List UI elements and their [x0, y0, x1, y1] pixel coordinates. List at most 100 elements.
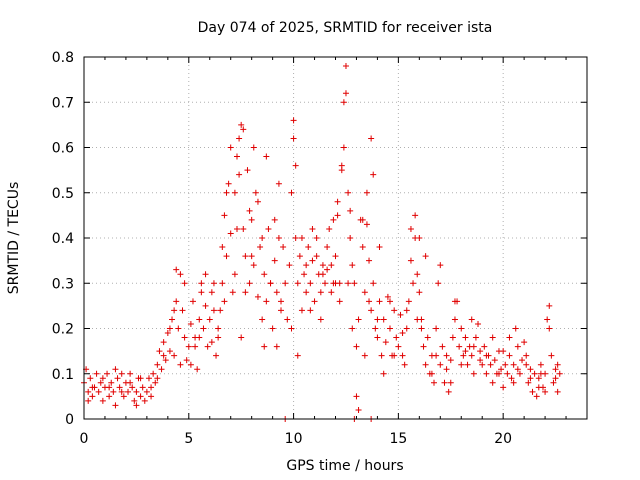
data-point	[332, 280, 339, 287]
data-point	[324, 244, 331, 251]
y-tick-label: 0.2	[52, 322, 74, 338]
data-point	[150, 370, 157, 377]
data-point	[504, 370, 511, 377]
data-point	[525, 379, 532, 386]
data-point	[231, 271, 238, 278]
data-point	[240, 126, 247, 133]
data-point	[240, 225, 247, 232]
data-point	[257, 244, 264, 251]
data-point	[221, 298, 228, 305]
x-axis-label: GPS time / hours	[286, 458, 403, 474]
data-point	[370, 280, 377, 287]
data-point	[407, 225, 414, 232]
data-point	[301, 271, 308, 278]
data-point	[248, 253, 255, 260]
data-point	[433, 352, 440, 359]
data-point	[475, 320, 482, 327]
data-point	[489, 379, 496, 386]
data-point	[376, 244, 383, 251]
data-point	[317, 316, 324, 323]
data-point	[332, 253, 339, 260]
data-point	[359, 216, 366, 223]
data-point	[219, 280, 226, 287]
data-point	[125, 388, 132, 395]
data-point	[322, 280, 329, 287]
data-point	[246, 207, 253, 214]
data-point	[298, 235, 305, 241]
data-point	[189, 298, 196, 305]
data-point	[89, 384, 96, 391]
data-point	[330, 216, 337, 223]
data-point	[380, 316, 387, 323]
data-point	[468, 316, 475, 323]
data-point	[137, 393, 144, 400]
data-point	[393, 334, 400, 341]
data-point	[372, 325, 379, 332]
data-point	[416, 289, 423, 296]
data-point	[460, 352, 467, 359]
data-point	[523, 352, 530, 359]
data-point	[196, 334, 203, 341]
data-point	[374, 334, 381, 341]
data-point	[87, 375, 94, 382]
data-point	[267, 280, 274, 287]
data-point	[294, 352, 301, 359]
data-point	[510, 379, 517, 386]
data-point	[361, 289, 368, 296]
data-point	[370, 171, 377, 178]
data-point	[414, 271, 421, 278]
data-point	[319, 262, 326, 269]
data-point	[451, 316, 458, 323]
data-point	[261, 343, 268, 350]
data-point	[342, 63, 349, 70]
data-point	[479, 361, 486, 368]
x-tick-label: 10	[285, 431, 303, 447]
data-point	[162, 357, 169, 364]
data-point	[456, 343, 463, 350]
data-point	[382, 339, 389, 346]
chart-title: Day 074 of 2025, SRMTID for receiver ist…	[198, 20, 493, 36]
data-point	[345, 280, 352, 287]
data-point	[215, 334, 222, 341]
data-point	[248, 216, 255, 223]
data-point	[319, 271, 326, 278]
data-point	[290, 135, 297, 142]
data-point	[236, 135, 243, 142]
data-point	[210, 307, 217, 314]
data-point	[259, 316, 266, 323]
axis-ticks	[83, 56, 587, 420]
data-point	[495, 370, 502, 377]
data-point	[328, 262, 335, 269]
data-point	[313, 235, 320, 241]
data-point	[548, 352, 555, 359]
data-point	[97, 379, 104, 386]
data-point	[378, 352, 385, 359]
data-point	[227, 230, 234, 237]
data-point	[395, 343, 402, 350]
data-point	[506, 352, 513, 359]
data-point	[418, 325, 425, 332]
data-point	[458, 361, 465, 368]
data-point	[296, 253, 303, 260]
data-point	[514, 343, 521, 350]
data-point	[405, 298, 412, 305]
data-point	[271, 257, 278, 264]
data-point	[445, 388, 452, 395]
data-point	[198, 280, 205, 287]
y-tick-label: 0.6	[52, 141, 74, 157]
data-point	[498, 366, 505, 373]
data-point	[131, 397, 138, 404]
data-point	[477, 357, 484, 364]
data-point	[133, 402, 140, 409]
data-point	[305, 244, 312, 251]
data-point	[229, 289, 236, 296]
data-point	[546, 302, 553, 309]
data-point	[233, 153, 240, 160]
data-point	[481, 343, 488, 350]
data-point	[141, 397, 148, 404]
data-point	[363, 221, 370, 228]
data-point	[120, 393, 127, 400]
data-point	[192, 343, 199, 350]
data-point	[99, 375, 106, 382]
data-point	[368, 135, 375, 142]
